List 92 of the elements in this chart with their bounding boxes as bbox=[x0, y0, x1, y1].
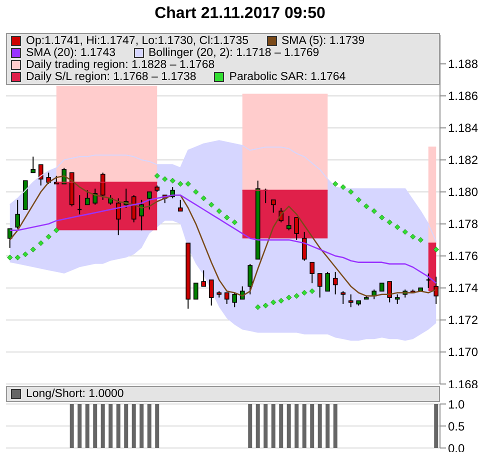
point bbox=[364, 203, 370, 210]
candlestick bbox=[394, 294, 400, 304]
candlestick bbox=[310, 262, 315, 284]
y-tick-label: 1.180 bbox=[448, 185, 478, 200]
y-tick-label: 0.0 bbox=[448, 441, 466, 456]
point bbox=[379, 214, 385, 220]
y-tick-label: 1.186 bbox=[448, 89, 478, 104]
point bbox=[332, 181, 338, 187]
y-tick-label: 1.184 bbox=[448, 121, 478, 136]
candlestick bbox=[139, 199, 144, 231]
point bbox=[7, 254, 13, 260]
candlestick bbox=[193, 282, 198, 300]
point bbox=[162, 176, 168, 182]
point bbox=[348, 189, 354, 195]
point bbox=[418, 237, 424, 243]
candlestick bbox=[325, 271, 330, 292]
candlestick bbox=[116, 198, 121, 236]
point bbox=[309, 288, 315, 294]
candlestick bbox=[100, 172, 106, 200]
candlestick bbox=[387, 281, 392, 303]
point bbox=[14, 254, 20, 260]
candlestick bbox=[224, 292, 230, 304]
point bbox=[371, 208, 377, 214]
point bbox=[178, 181, 184, 187]
legend-label: Op:1.1741, Hi:1.1747, Lo:1.1730, Cl:1.1735 bbox=[26, 35, 248, 47]
point bbox=[224, 214, 230, 220]
legend-label: SMA (20): 1.1743 bbox=[26, 47, 116, 59]
point bbox=[216, 208, 222, 214]
candlestick bbox=[294, 217, 300, 240]
y-tick-label: 1.182 bbox=[448, 153, 478, 168]
candlestick bbox=[131, 194, 136, 223]
candlestick bbox=[286, 215, 292, 231]
point bbox=[410, 234, 416, 240]
y-tick-label: 1.174 bbox=[448, 281, 478, 296]
point bbox=[46, 234, 52, 240]
y-tick-label: 1.172 bbox=[448, 313, 478, 328]
point bbox=[208, 202, 214, 208]
candlestick bbox=[302, 231, 307, 262]
y-tick-label: 0.5 bbox=[448, 419, 466, 434]
point bbox=[255, 304, 261, 310]
point bbox=[30, 246, 36, 252]
point bbox=[193, 189, 199, 195]
candlestick bbox=[38, 164, 44, 186]
candlestick bbox=[84, 190, 90, 206]
point bbox=[54, 227, 60, 234]
y-tick-label: 1.0 bbox=[448, 397, 466, 412]
point bbox=[394, 224, 400, 230]
legend-label: Bollinger (20, 2): 1.1718 – 1.1769 bbox=[148, 47, 320, 59]
candlestick bbox=[208, 279, 214, 306]
candlestick bbox=[340, 290, 346, 304]
chart-title: Chart 21.11.2017 09:50 bbox=[154, 5, 326, 23]
point bbox=[185, 181, 191, 187]
candlestick bbox=[248, 263, 253, 295]
y-tick-label: 1.176 bbox=[448, 249, 478, 264]
legend-label: Long/Short: 1.0000 bbox=[26, 388, 124, 400]
point bbox=[386, 219, 392, 226]
y-tick-label: 1.178 bbox=[448, 217, 478, 232]
legend-label: Daily trading region: 1.1828 – 1.1768 bbox=[26, 59, 215, 71]
candlestick bbox=[332, 271, 338, 295]
y-tick-label: 1.170 bbox=[448, 345, 478, 360]
point bbox=[22, 251, 28, 258]
candlestick bbox=[317, 273, 322, 298]
candlestick bbox=[232, 292, 238, 308]
candlestick bbox=[146, 191, 152, 210]
point bbox=[294, 293, 300, 299]
point bbox=[262, 302, 268, 308]
candlestick bbox=[15, 199, 20, 230]
point bbox=[270, 300, 276, 306]
candlestick bbox=[30, 156, 36, 174]
legend-label: Parabolic SAR: 1.1764 bbox=[229, 71, 346, 83]
point bbox=[286, 294, 292, 300]
point bbox=[154, 173, 160, 179]
y-tick-label: 1.188 bbox=[448, 57, 478, 72]
candlestick bbox=[372, 289, 377, 300]
point bbox=[402, 229, 408, 235]
candlestick bbox=[434, 276, 439, 304]
candlestick bbox=[201, 270, 206, 287]
point bbox=[38, 240, 44, 246]
point bbox=[356, 197, 362, 203]
y-tick-label: 1.168 bbox=[448, 377, 478, 392]
point bbox=[278, 298, 284, 304]
candlestick bbox=[348, 294, 354, 308]
legend-label: Daily S/L region: 1.1768 – 1.1738 bbox=[26, 71, 196, 83]
point bbox=[232, 219, 238, 226]
point bbox=[302, 290, 308, 296]
point bbox=[200, 195, 206, 202]
legend-label: SMA (5): 1.1739 bbox=[282, 35, 365, 47]
point bbox=[170, 178, 176, 184]
point bbox=[433, 246, 439, 252]
candlestick bbox=[270, 199, 276, 214]
candlestick bbox=[178, 199, 183, 212]
point bbox=[340, 184, 346, 190]
